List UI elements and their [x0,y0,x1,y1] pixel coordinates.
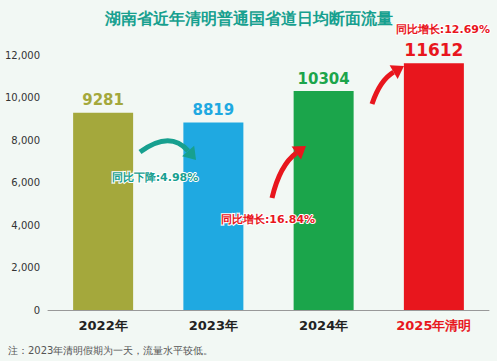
svg-text:同比增长:12.69%: 同比增长:12.69% [396,23,490,36]
svg-text:0: 0 [34,305,40,316]
svg-text:10,000: 10,000 [5,92,40,103]
svg-text:12,000: 12,000 [5,50,40,61]
svg-text:湖南省近年清明普通国省道日均断面流量: 湖南省近年清明普通国省道日均断面流量 [104,9,393,28]
svg-text:2024年: 2024年 [299,318,348,333]
svg-text:9281: 9281 [82,91,124,109]
svg-text:6,000: 6,000 [11,177,40,188]
svg-text:注：2023年清明假期为一天，流量水平较低。: 注：2023年清明假期为一天，流量水平较低。 [8,345,213,356]
svg-text:4,000: 4,000 [11,220,40,231]
svg-text:10304: 10304 [298,70,350,88]
svg-text:2025年清明: 2025年清明 [396,318,471,333]
svg-text:2023年: 2023年 [189,318,238,333]
svg-text:同比下降:4.98%: 同比下降:4.98% [112,171,199,184]
svg-text:同比增长:16.84%: 同比增长:16.84% [221,213,315,226]
svg-text:8819: 8819 [193,101,235,119]
svg-text:8,000: 8,000 [11,135,40,146]
svg-text:2022年: 2022年 [79,318,128,333]
svg-text:2,000: 2,000 [11,262,40,273]
svg-text:11612: 11612 [404,40,463,60]
